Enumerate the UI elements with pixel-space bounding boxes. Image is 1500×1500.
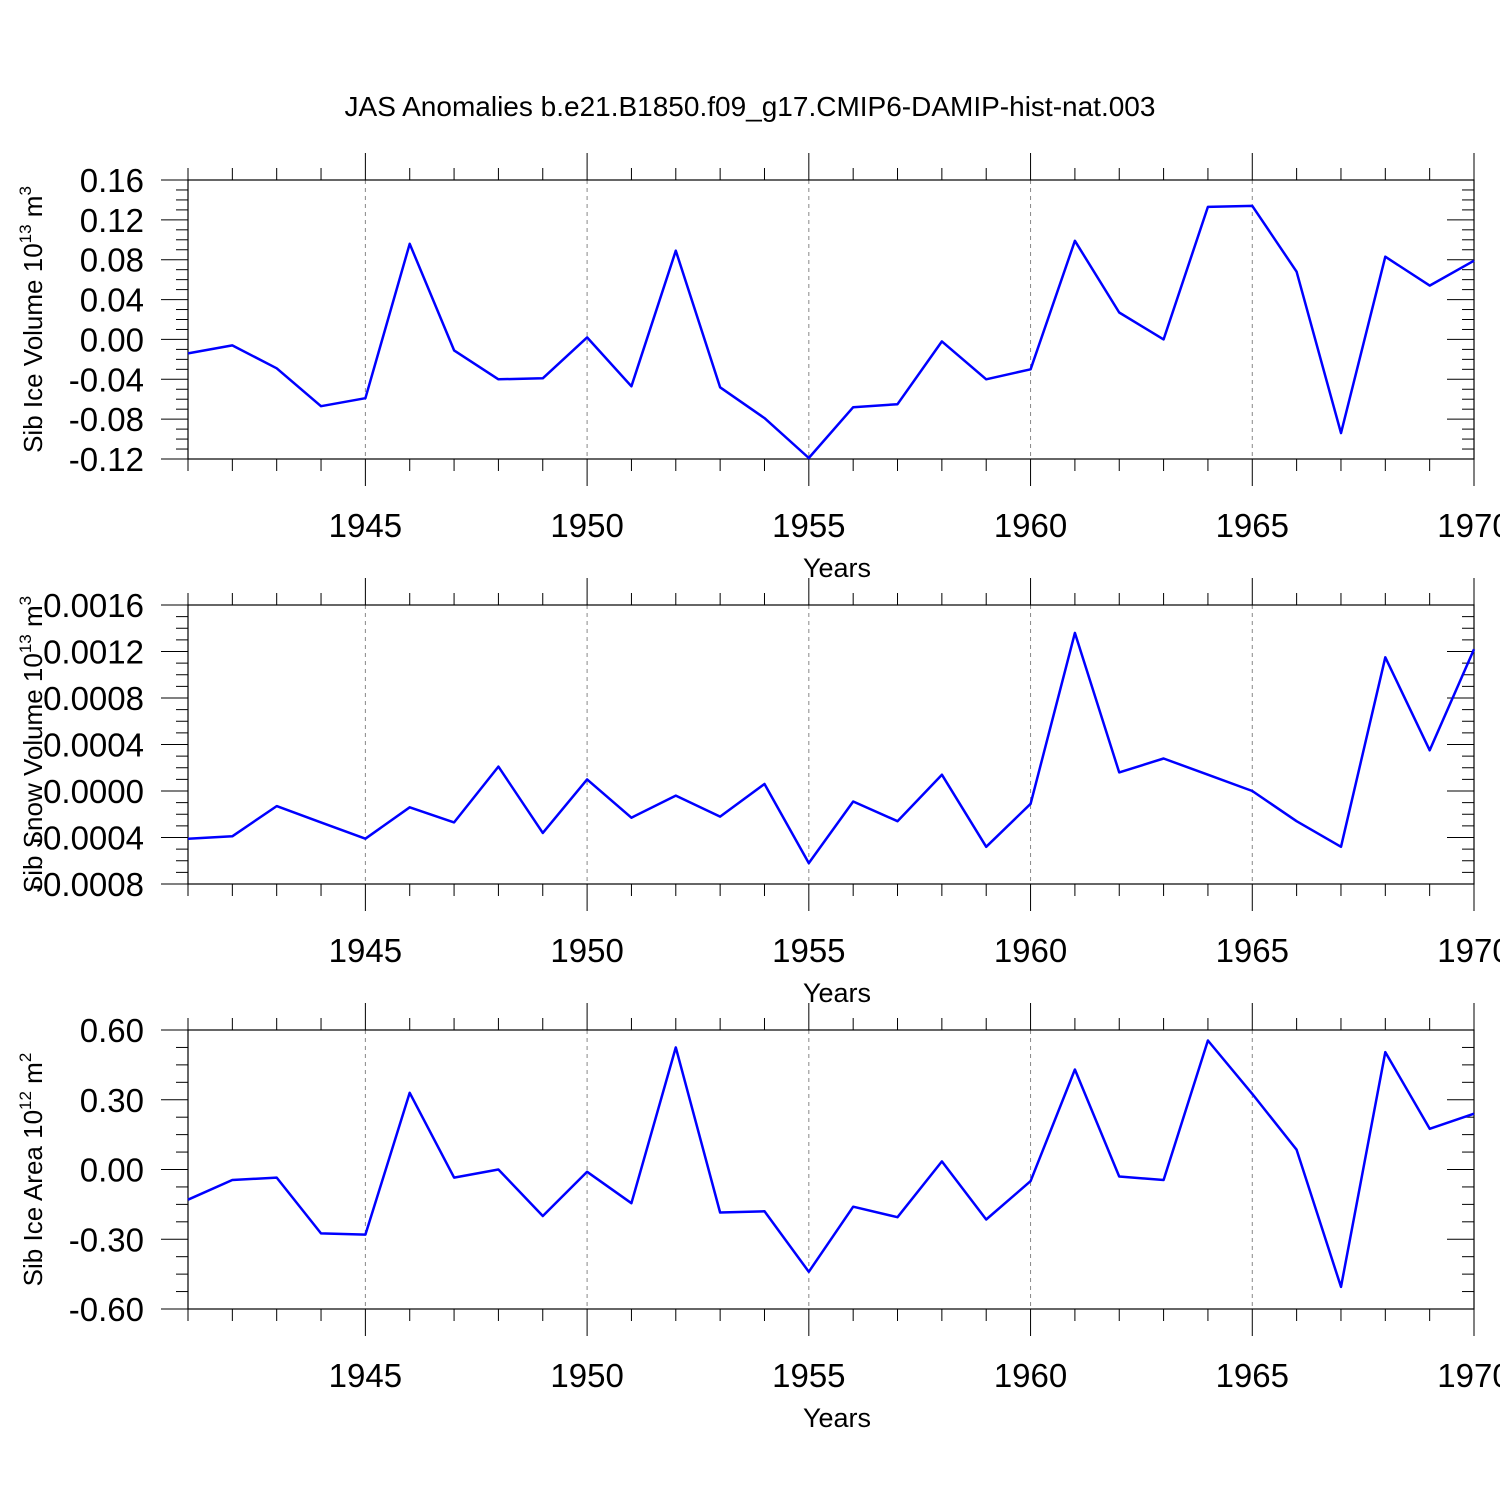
x-tick-label: 1945 [329,1357,402,1394]
figure-title: JAS Anomalies b.e21.B1850.f09_g17.CMIP6-… [345,91,1156,122]
x-tick-label: 1960 [994,507,1067,544]
x-tick-label: 1970 [1437,932,1500,969]
plot-frame [187,179,1475,460]
x-tick-label: 1965 [1216,1357,1289,1394]
y-tick-label: 0.30 [80,1082,144,1119]
x-tick-label: 1970 [1437,507,1500,544]
y-tick-label: -0.04 [69,361,144,398]
y-tick-label: 0.12 [80,202,144,239]
y-tick-label: 0.0008 [43,680,144,717]
series-line [187,631,1476,865]
x-tick-label: 1945 [329,507,402,544]
x-tick-label: 1970 [1437,1357,1500,1394]
chart-panel-3: 1945 1950 1955 1960 1965 1970 -0.60 -0.30 0.00 0.… [16,1003,1500,1433]
y-axis-label: Sib Ice Volume 1013 m3 [16,186,48,453]
y-tick-label: -0.0004 [32,820,144,857]
y-tick-label: 0.0012 [43,634,144,671]
x-axis-label: Years [803,978,871,1008]
x-tick-label: 1950 [550,932,623,969]
y-axis-label: Sib Ice Area 1012 m2 [16,1053,48,1287]
x-axis-label: Years [803,553,871,583]
plot-frame [187,1029,1475,1310]
y-tick-label: 0.16 [80,162,144,199]
y-tick-label: 0.00 [80,1152,144,1189]
chart-panels: 194519501955196019651970-0.12-0.08-0.040… [16,153,1500,1433]
x-tick-label: 1960 [994,932,1067,969]
y-tick-label: -0.0008 [32,866,144,903]
x-tick-label: 1955 [772,932,845,969]
x-tick-label: 1945 [329,932,402,969]
y-tick-label: 0.0004 [43,727,144,764]
series-line [187,204,1475,460]
y-tick-label: 0.60 [80,1012,144,1049]
series-line [187,1039,1475,1289]
y-tick-label: -0.60 [69,1291,144,1328]
x-tick-label: 1950 [550,507,623,544]
y-axis-label: Sib Snow Volume 1013 m3 [16,596,48,893]
x-tick-label: 1960 [994,1357,1067,1394]
y-tick-label: -0.30 [69,1221,144,1258]
x-tick-label: 1965 [1216,932,1289,969]
chart-panel-2: 1945 1950 1955 1960 1965 1970 -0.0008 -0.0004 0.… [16,578,1500,1008]
y-tick-label: -0.08 [69,401,144,438]
y-tick-label: 0.00 [80,321,144,358]
y-tick-label: 0.04 [80,282,144,319]
x-axis-label: Years [803,1403,871,1433]
y-tick-label: -0.12 [69,441,144,478]
plot-frame [187,604,1475,885]
x-tick-label: 1955 [772,1357,845,1394]
x-tick-label: 1965 [1216,507,1289,544]
y-tick-label: 0.0000 [43,773,144,810]
chart-panel-1: 194519501955196019651970-0.12-0.08-0.040… [16,153,1500,583]
y-tick-label: 0.08 [80,242,144,279]
y-tick-label: 0.0016 [43,587,144,624]
x-tick-label: 1955 [772,507,845,544]
x-tick-label: 1950 [550,1357,623,1394]
